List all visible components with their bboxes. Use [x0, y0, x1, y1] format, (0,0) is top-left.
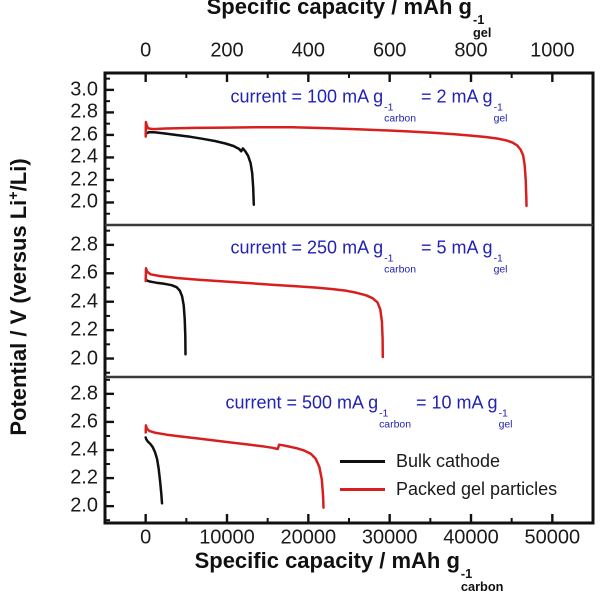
bottom-tick-label-10000: 10000	[199, 526, 255, 549]
bottom-tick-label-0: 0	[140, 526, 152, 549]
legend-item-packed-gel: Packed gel particles	[340, 475, 557, 503]
annotation-panel-3: current = 500 mA g -1 carbon = 10 mA g -1 ge…	[225, 392, 513, 431]
y-tick-label-p3-2.6: 2.6	[70, 410, 98, 433]
annotation-panel-1: current = 100 mA g -1 carbon = 2 mA g -1 gel	[230, 86, 508, 125]
legend-line-black-icon	[340, 459, 385, 463]
curve-bulk-cathode-panel-2	[144, 277, 187, 356]
top-tick-label-400: 400	[291, 39, 326, 62]
sup-sub-stack: -1 carbon	[384, 102, 417, 125]
y-tick-label-p3-2.0: 2.0	[70, 494, 98, 517]
legend-item-bulk-cathode: Bulk cathode	[340, 447, 557, 475]
y-tick-label-p1-2.4: 2.4	[70, 145, 98, 168]
y-tick-label-p1-2.6: 2.6	[70, 123, 98, 146]
legend-label-bulk-cathode: Bulk cathode	[396, 450, 501, 471]
sup-sub-stack: -1 gel	[493, 253, 508, 276]
y-tick-label-p1-2.2: 2.2	[70, 168, 98, 191]
sup-sub-stack: -1 carbon	[384, 253, 417, 276]
top-tick-label-1000: 1000	[530, 39, 575, 62]
y-tick-label-p1-2.8: 2.8	[70, 100, 98, 123]
sup-sub-stack: -1 gel	[472, 12, 492, 41]
sup-sub-stack: -1 gel	[493, 102, 508, 125]
y-tick-label-p3-2.4: 2.4	[70, 438, 98, 461]
bottom-tick-label-20000: 20000	[280, 526, 337, 549]
top-tick-label-0: 0	[140, 39, 152, 62]
annotation-panel-2: current = 250 mA g -1 carbon = 5 mA g -1 gel	[230, 237, 508, 276]
y-tick-label-p1-3.0: 3.0	[70, 78, 98, 101]
y-tick-label-p2-2.2: 2.2	[70, 318, 98, 341]
curve-packed-gel-particles-panel-3	[144, 424, 325, 509]
y-tick-label-p2-2.4: 2.4	[70, 290, 98, 313]
legend-line-red-icon	[340, 487, 385, 491]
y-tick-label-p3-2.8: 2.8	[70, 382, 98, 405]
sup-sub-stack: -1 gel	[498, 408, 513, 431]
legend: Bulk cathode Packed gel particles	[340, 447, 557, 503]
y-tick-label-p1-2.0: 2.0	[70, 190, 98, 213]
legend-label-packed-gel: Packed gel particles	[396, 478, 558, 499]
top-tick-label-800: 800	[454, 39, 488, 62]
curve-bulk-cathode-panel-1	[144, 130, 256, 206]
bottom-tick-label-50000: 50000	[524, 526, 581, 549]
y-tick-label-p2-2.6: 2.6	[70, 261, 98, 284]
curve-packed-gel-particles-panel-2	[144, 267, 385, 359]
y-tick-label-p2-2.0: 2.0	[70, 347, 98, 370]
bottom-tick-label-40000: 40000	[443, 526, 499, 549]
bottom-axis-title: Specific capacity / mAh g -1 carbon	[194, 548, 504, 595]
y-tick-label-p3-2.2: 2.2	[70, 466, 98, 489]
top-tick-label-600: 600	[372, 39, 407, 62]
sup-sub-stack: -1 carbon	[460, 566, 504, 595]
top-axis-title: Specific capacity / mAh g -1 gel	[206, 0, 492, 41]
curve-packed-gel-particles-panel-1	[144, 120, 528, 208]
y-tick-label-p2-2.8: 2.8	[70, 233, 98, 256]
curve-bulk-cathode-panel-3	[144, 436, 164, 505]
bottom-tick-label-30000: 30000	[361, 526, 418, 549]
top-tick-label-200: 200	[210, 39, 244, 62]
sup-sub-stack: -1 carbon	[379, 408, 412, 431]
